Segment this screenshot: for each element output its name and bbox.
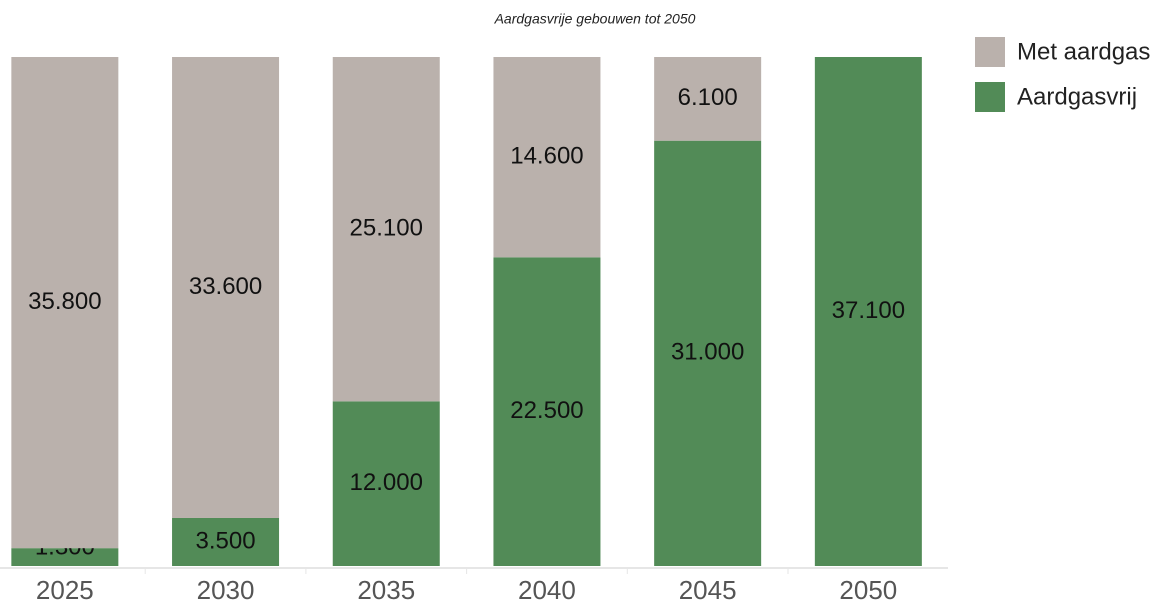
x-tick-label: 2025	[36, 575, 94, 603]
bar-segment	[332, 57, 440, 402]
legend-swatch	[975, 37, 1005, 67]
x-tick-label: 2050	[839, 575, 897, 603]
data-label: 6.100	[678, 84, 738, 111]
data-label: 12.000	[350, 469, 423, 496]
x-tick-label: 2045	[679, 575, 737, 603]
chart-title: Aardgasvrije gebouwen tot 2050	[494, 11, 696, 27]
bar-segment	[332, 401, 440, 566]
legend-label: Met aardgas	[1017, 38, 1150, 65]
legend-swatch	[975, 82, 1005, 112]
bar-segment	[654, 140, 762, 566]
bar-segment	[11, 57, 119, 549]
data-label: 3.500	[196, 527, 256, 554]
legend-label: Aardgasvrij	[1017, 83, 1137, 110]
data-label: 35.800	[28, 288, 101, 315]
data-label: 14.600	[510, 142, 583, 169]
data-label: 22.500	[510, 397, 583, 424]
bar-segment	[654, 57, 762, 141]
bar-segment	[814, 57, 922, 566]
bar-segment	[11, 548, 119, 566]
data-label: 33.600	[189, 273, 262, 300]
data-label: 25.100	[350, 215, 423, 242]
bar-segment	[493, 257, 601, 566]
x-tick-label: 2040	[518, 575, 576, 603]
bar-segment	[493, 57, 601, 258]
x-tick-label: 2035	[357, 575, 415, 603]
bar-segment	[172, 517, 280, 566]
data-label: 31.000	[671, 339, 744, 366]
bar-segment	[172, 57, 280, 518]
x-tick-label: 2030	[197, 575, 255, 603]
data-label: 37.100	[832, 297, 905, 324]
